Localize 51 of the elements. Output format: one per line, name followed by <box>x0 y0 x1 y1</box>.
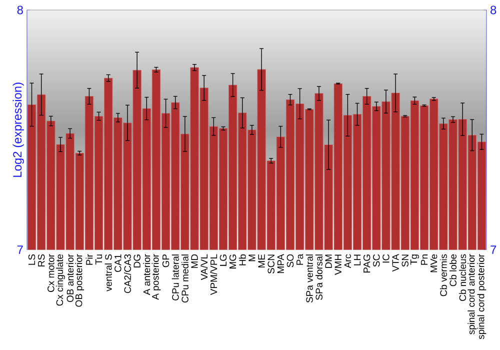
x-tick-label: Cb vermis <box>440 254 447 296</box>
x-tick-label: MPA <box>277 254 284 274</box>
x-tick-label: Hb <box>238 254 246 266</box>
x-tick-label: Arc <box>344 254 351 268</box>
x-tick-label: SC <box>373 254 380 267</box>
x-tick-label: PAG <box>363 254 370 273</box>
x-tick-label: Cb lobe <box>450 254 456 286</box>
x-tick-label: Cx cingulate <box>56 254 65 306</box>
x-tick-label: ventral S <box>104 254 112 292</box>
x-tick-label: Cx motor <box>48 254 54 292</box>
x-tick-label: Tg <box>410 254 419 265</box>
x-tick-label: GP <box>162 254 170 268</box>
x-tick-label: MG <box>229 254 236 269</box>
x-tick-label: SPa ventral <box>306 254 313 303</box>
x-tick-label: LH <box>354 254 361 266</box>
y2-tick-label: 8 <box>490 6 496 14</box>
x-tick-label: spinal cord posterior <box>477 254 486 340</box>
x-tick-label: CA1 <box>114 254 122 272</box>
x-tick-label: LG <box>220 254 227 266</box>
x-tick-label: SO <box>286 254 294 268</box>
x-tick-label: Cb nucleus <box>459 254 466 302</box>
x-tick-label: Pir <box>86 254 93 265</box>
x-tick-label: CPu medial <box>181 254 188 303</box>
x-tick-label: VTA <box>392 254 399 272</box>
x-tick-label: Pa <box>296 254 304 265</box>
x-tick-label: CPu lateral <box>172 254 179 301</box>
x-tick-label: OB posterior <box>75 254 84 307</box>
x-tick-label: OB anterior <box>66 254 74 302</box>
x-tick-label: RS <box>38 254 45 267</box>
x-tick-label: A anterior <box>143 254 150 296</box>
x-tick-label: Pn <box>421 254 428 265</box>
x-tick-label: VA/VL <box>200 254 208 280</box>
x-tick-label: IC <box>382 254 390 263</box>
y-axis-title: Log2 (expression) <box>12 82 24 178</box>
x-tick-label: SCN <box>268 254 274 274</box>
x-tick-label: ME <box>258 254 265 268</box>
x-tick-label: SPa dorsal <box>315 254 322 300</box>
x-tick-label: M <box>248 254 256 262</box>
x-tick-label: DM <box>325 254 332 268</box>
x-tick-label: DG <box>134 254 140 268</box>
x-tick-label: MD <box>191 254 198 268</box>
x-tick-label: LS <box>28 254 36 265</box>
x-tick-label: A posterior <box>152 254 161 300</box>
x-tick-label: VPM/VPL <box>210 254 218 296</box>
y2-tick-label: 7 <box>490 246 496 254</box>
x-tick-label: VMH <box>334 254 342 276</box>
x-tick-label: spinal cord anterior <box>468 254 477 335</box>
x-tick-label: Tu <box>95 254 102 265</box>
x-tick-label: MVe <box>430 254 438 272</box>
x-tick-label: CA2/CA3 <box>124 254 131 294</box>
x-tick-label: SN <box>402 254 408 267</box>
